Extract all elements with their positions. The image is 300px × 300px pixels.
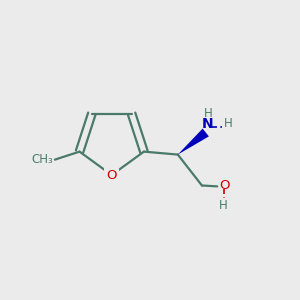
Text: O: O — [106, 169, 117, 182]
Text: O: O — [220, 179, 230, 192]
Text: H: H — [204, 107, 212, 120]
Text: H: H — [219, 199, 228, 212]
Text: H: H — [224, 117, 233, 130]
Text: CH₃: CH₃ — [32, 153, 53, 166]
Text: N: N — [201, 117, 213, 131]
Polygon shape — [178, 129, 209, 154]
